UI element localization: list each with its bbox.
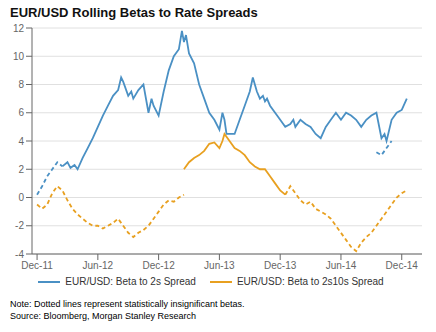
svg-text:Jun-12: Jun-12: [83, 260, 114, 271]
svg-text:-2: -2: [15, 220, 24, 231]
svg-text:8: 8: [18, 79, 24, 90]
html-text:Note: Dotted lines represent s: Note: Dotted lines represent statistical…: [10, 299, 245, 309]
svg-text:Dec-11: Dec-11: [21, 260, 53, 271]
svg-text:12: 12: [13, 23, 25, 34]
svg-text:Dec-14: Dec-14: [386, 260, 419, 271]
svg-text:Dec-12: Dec-12: [142, 260, 175, 271]
svg-text:0: 0: [18, 192, 24, 203]
html-text:EUR/USD Rolling Betas to Rate: EUR/USD Rolling Betas to Rate Spreads: [10, 5, 258, 20]
svg-text:10: 10: [13, 51, 25, 62]
svg-text:4: 4: [18, 136, 24, 147]
html-text:Source: Bloomberg, Morgan Stan: Source: Bloomberg, Morgan Stanley Resear…: [10, 311, 197, 321]
svg-text:Dec-13: Dec-13: [264, 260, 297, 271]
svg-text:Jun-13: Jun-13: [204, 260, 235, 271]
svg-text:6: 6: [18, 107, 24, 118]
svg-text:Jun-14: Jun-14: [326, 260, 357, 271]
html-text:EUR/USD: Beta to 2s10s Spread: EUR/USD: Beta to 2s10s Spread: [236, 276, 384, 287]
svg-text:2: 2: [18, 164, 24, 175]
svg-text:-4: -4: [15, 249, 24, 260]
html-text:EUR/USD: Beta to 2s Spread: EUR/USD: Beta to 2s Spread: [65, 276, 196, 287]
